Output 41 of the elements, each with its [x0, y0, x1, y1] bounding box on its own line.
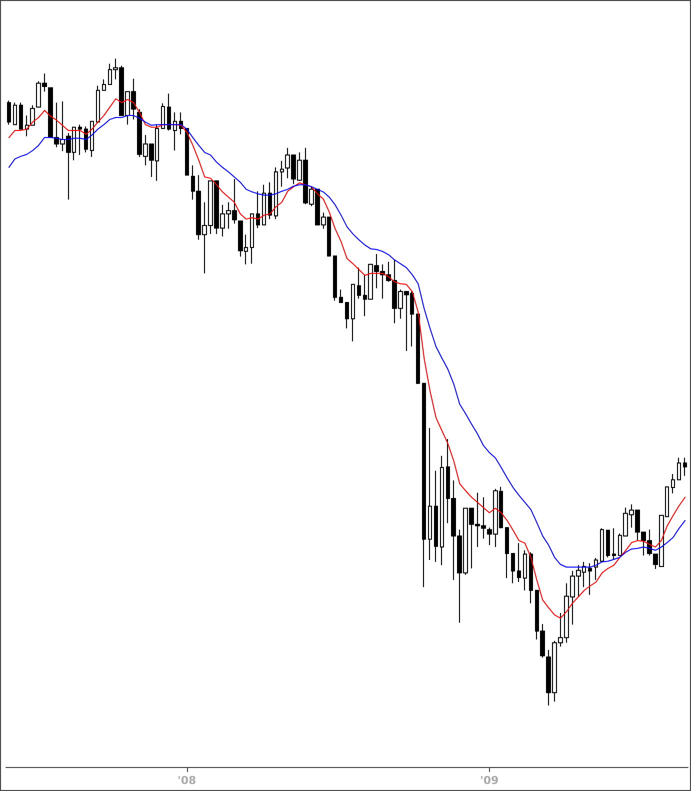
candlestick	[274, 166, 278, 220]
candlestick	[606, 530, 610, 558]
candlestick	[256, 190, 260, 229]
candlestick	[167, 93, 171, 131]
candlestick	[13, 102, 17, 126]
candlestick	[416, 314, 420, 385]
candlestick	[102, 78, 106, 91]
candlestick	[428, 428, 432, 560]
candlestick	[78, 124, 82, 156]
candlestick	[440, 455, 444, 566]
candlestick	[262, 184, 266, 226]
candlestick	[523, 550, 527, 591]
candlestick	[19, 102, 23, 130]
candlestick	[612, 528, 616, 560]
candlestick	[517, 542, 521, 582]
candlestick	[161, 102, 165, 129]
candlestick	[600, 528, 604, 562]
candlestick	[683, 457, 687, 476]
candlestick	[511, 553, 515, 584]
candlestick	[268, 182, 272, 220]
candlestick	[185, 128, 189, 176]
candlestick	[345, 302, 349, 329]
candlestick	[671, 473, 675, 494]
candlestick	[434, 470, 438, 562]
candlestick	[90, 120, 94, 158]
candlestick	[677, 457, 681, 480]
candlestick	[280, 160, 284, 188]
x-tick-label: '08	[178, 774, 196, 787]
candlestick	[173, 112, 177, 151]
candlestick	[333, 255, 337, 302]
candlestick	[357, 267, 361, 300]
candlestick	[339, 289, 343, 304]
candlestick	[422, 382, 426, 588]
x-tick-label: '09	[480, 774, 499, 787]
candlestick	[588, 562, 592, 596]
candlestick	[250, 213, 254, 264]
candlestick	[529, 552, 533, 604]
candlestick	[7, 100, 11, 126]
candlestick	[505, 527, 509, 579]
candlestick	[351, 284, 355, 342]
candlestick	[96, 85, 100, 123]
